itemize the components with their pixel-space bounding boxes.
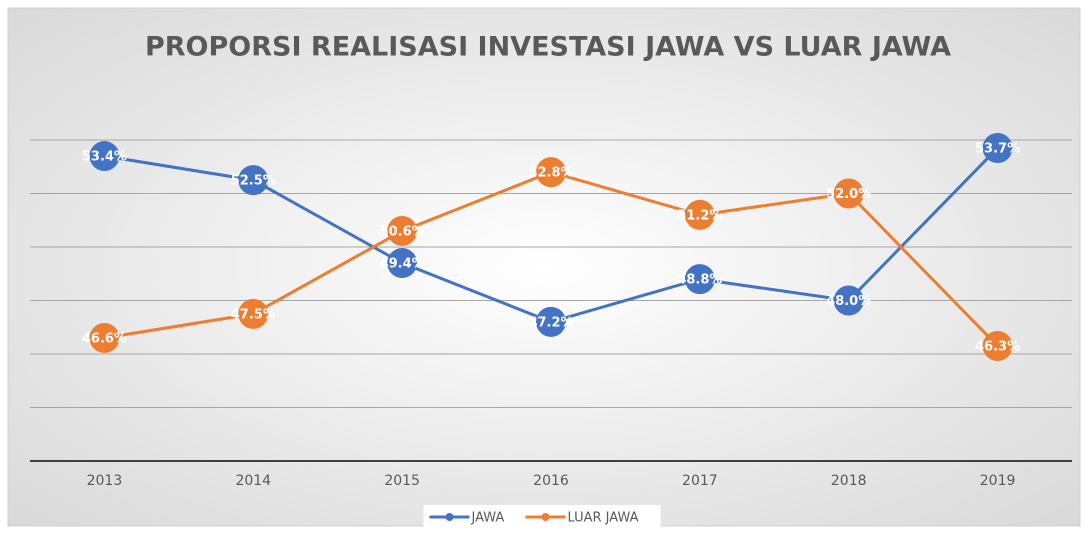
point-marker — [238, 298, 269, 329]
data-label: 48.0% — [826, 294, 871, 309]
data-label: 53.7% — [975, 142, 1020, 157]
point-marker — [536, 157, 566, 188]
x-tick-label: 2018 — [831, 473, 867, 489]
legend-label: JAWA — [471, 511, 505, 526]
point-marker — [833, 285, 864, 316]
data-label: 51.2% — [677, 208, 722, 223]
point-marker — [684, 264, 715, 295]
data-label: 52.5% — [231, 174, 276, 189]
x-tick-label: 2017 — [682, 473, 718, 489]
point-marker — [387, 215, 418, 246]
data-label: 47.2% — [528, 315, 573, 330]
point-marker — [89, 322, 120, 353]
data-label: 53.4% — [82, 150, 127, 165]
point-marker — [982, 330, 1013, 361]
x-tick-label: 2014 — [235, 473, 271, 489]
data-label: 47.5% — [231, 307, 276, 322]
legend-swatch-marker — [541, 513, 550, 521]
point-marker — [833, 178, 864, 209]
data-label: 52.0% — [826, 187, 871, 202]
point-marker — [387, 248, 418, 279]
point-marker — [982, 133, 1013, 164]
data-label: 48.8% — [677, 273, 722, 288]
data-label: 46.3% — [975, 339, 1020, 354]
chart-background — [7, 7, 1081, 527]
point-marker — [684, 199, 715, 230]
x-tick-label: 2013 — [87, 473, 123, 489]
data-label: 46.6% — [82, 331, 127, 346]
point-marker — [536, 306, 566, 337]
x-tick-label: 2015 — [384, 473, 420, 489]
data-label: 52.8% — [528, 166, 573, 181]
point-marker — [238, 165, 269, 196]
chart-title: PROPORSI REALISASI INVESTASI JAWA VS LUA… — [145, 32, 951, 63]
point-marker — [89, 141, 120, 172]
legend-label: LUAR JAWA — [568, 511, 639, 526]
x-tick-label: 2019 — [980, 473, 1016, 489]
x-tick-label: 2016 — [533, 473, 569, 489]
data-label: 49.4% — [380, 257, 425, 272]
legend-swatch-marker — [445, 513, 454, 521]
data-label: 50.6% — [380, 224, 425, 239]
